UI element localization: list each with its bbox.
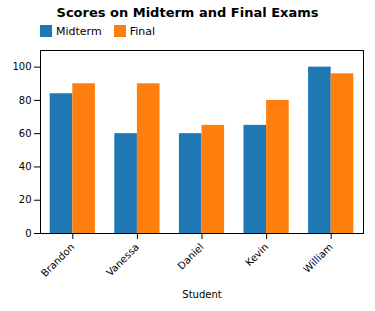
svg-text:60: 60: [19, 128, 32, 139]
svg-text:Vanessa: Vanessa: [104, 241, 141, 278]
svg-text:20: 20: [19, 194, 32, 205]
svg-text:Student: Student: [182, 289, 221, 300]
svg-text:Kevin: Kevin: [243, 241, 270, 268]
html-text:Scores on Midterm and Final Ex: Scores on Midterm and Final Exams: [56, 5, 319, 20]
svg-text:Daniel: Daniel: [175, 241, 205, 271]
svg-text:William: William: [301, 241, 335, 275]
svg-text:40: 40: [19, 161, 32, 172]
svg-text:100: 100: [12, 61, 31, 72]
html-text:Final: Final: [129, 24, 155, 38]
html-text:Midterm: Midterm: [56, 24, 102, 38]
svg-text:80: 80: [19, 95, 32, 106]
svg-text:Brandon: Brandon: [39, 241, 77, 279]
svg-text:0: 0: [25, 228, 31, 239]
